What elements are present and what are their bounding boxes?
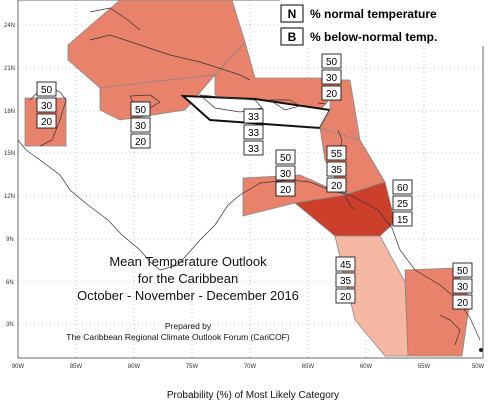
lon-label: 70W	[244, 364, 257, 370]
prepared-label: Prepared by	[165, 321, 212, 331]
prob-box-colombia-venezuela: 50 30 20	[275, 149, 296, 197]
prob-normal: 25	[397, 199, 409, 210]
prob-box-hispaniola: 33 33 33	[243, 108, 264, 156]
lon-label: 60W	[360, 364, 373, 370]
prob-box-suriname-guiana: 50 30 20	[452, 262, 473, 310]
prob-normal: 33	[248, 128, 260, 139]
lat-label: 12N	[4, 194, 15, 200]
longitude-labels: 90W 85W 80W 75W 70W 65W 60W 55W 50W	[12, 364, 485, 370]
prepared-org: The Caribbean Regional Climate Outlook F…	[66, 332, 290, 342]
legend-key-box	[280, 4, 304, 23]
region-cayman-jamaica	[99, 74, 216, 121]
prob-below: 20	[331, 181, 343, 192]
prob-normal: 30	[41, 101, 53, 112]
prob-normal: 30	[457, 282, 469, 293]
marker-dot	[479, 348, 483, 352]
lon-label: 90W	[12, 364, 25, 370]
prob-below: 20	[326, 89, 338, 100]
prob-above: 50	[280, 153, 292, 164]
lat-label: 15N	[4, 151, 15, 157]
legend-text: % normal temperature	[310, 7, 437, 21]
legend-key: N	[288, 7, 297, 21]
map-title-line-2: for the Caribbean	[138, 271, 238, 286]
lon-label: 75W	[186, 364, 199, 370]
lat-label: 9N	[6, 237, 14, 243]
lat-label: 18N	[4, 109, 15, 115]
prob-below: 33	[248, 144, 260, 155]
prob-above: 55	[331, 149, 343, 160]
prob-above: 45	[340, 260, 352, 271]
prob-above: 50	[135, 105, 147, 116]
prob-normal: 30	[135, 121, 147, 132]
lon-label: 55W	[418, 364, 431, 370]
prob-below: 20	[41, 117, 53, 128]
prob-above: 50	[41, 85, 53, 96]
prob-below: 20	[340, 292, 352, 303]
lon-label: 65W	[302, 364, 315, 370]
prob-normal: 30	[326, 73, 338, 84]
legend-key: B	[288, 30, 297, 44]
lon-label: 50W	[472, 364, 485, 370]
prob-box-windward-islands: 55 35 20	[326, 145, 347, 193]
legend-key-box	[280, 27, 304, 46]
prob-above: 50	[326, 57, 338, 68]
prob-box-northern-leewards: 50 30 20	[321, 53, 342, 101]
lon-label: 80W	[128, 364, 141, 370]
prob-box-mexico-yucatan: 50 30 20	[36, 81, 57, 129]
lat-label: 3N	[6, 322, 14, 328]
legend-background	[280, 0, 484, 46]
prob-box-guyana-interior: 45 35 20	[335, 256, 356, 304]
lat-label: 24N	[4, 23, 15, 29]
prob-box-cayman-jamaica: 50 30 20	[130, 101, 151, 149]
prob-below: 20	[280, 185, 292, 196]
lat-label: 21N	[4, 66, 15, 72]
latitude-labels: 24N 21N 18N 15N 12N 9N 6N 3N	[4, 23, 15, 328]
prob-normal: 35	[331, 165, 343, 176]
prob-box-trinidad-guyana: 60 25 15	[392, 179, 413, 227]
footer-caption: Probability (%) of Most Likely Category	[167, 390, 339, 400]
legend: N % normal temperature B % below-normal …	[280, 0, 484, 46]
map-title-line-3: October - November - December 2016	[77, 288, 299, 303]
prob-below: 20	[135, 137, 147, 148]
prob-above: 60	[397, 183, 409, 194]
lon-label: 85W	[70, 364, 83, 370]
prob-below: 15	[397, 215, 409, 226]
prob-normal: 30	[280, 169, 292, 180]
prob-above: 50	[457, 266, 469, 277]
prob-below: 20	[457, 298, 469, 309]
lat-label: 6N	[6, 280, 14, 286]
prob-normal: 35	[340, 276, 352, 287]
map-title-block: Mean Temperature Outlook for the Caribbe…	[66, 254, 299, 342]
probability-boxes: 50 30 20 50 30 20 33 33 33 50 30	[36, 53, 473, 310]
map-title-line-1: Mean Temperature Outlook	[109, 254, 267, 269]
prob-above: 33	[248, 112, 260, 123]
legend-text: % below-normal temp.	[310, 30, 437, 44]
